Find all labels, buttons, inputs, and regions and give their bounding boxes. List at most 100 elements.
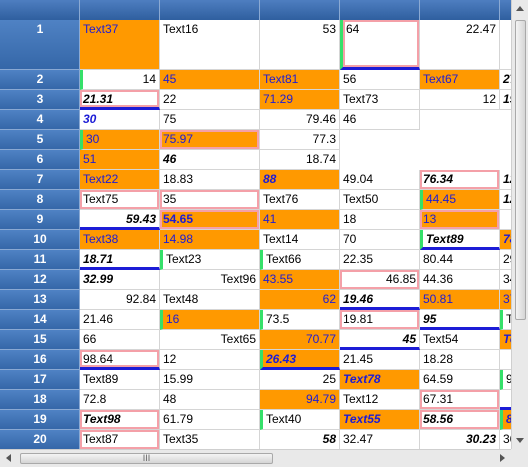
column-header[interactable]	[160, 0, 260, 20]
grid-cell[interactable]: 18.71	[80, 250, 160, 270]
grid-cell[interactable]: Text98	[80, 410, 160, 430]
grid-cell[interactable]: 58	[260, 430, 340, 450]
grid-cell[interactable]: Text35	[160, 430, 260, 450]
scroll-up-arrow-icon[interactable]	[516, 6, 524, 11]
grid-cell[interactable]: 72.8	[80, 390, 160, 410]
grid-cell[interactable]: 48	[160, 390, 260, 410]
grid-cell[interactable]: 67.31	[420, 390, 500, 410]
grid-cell[interactable]: 12	[160, 350, 260, 370]
grid-cell[interactable]: 75	[160, 110, 260, 130]
grid-cell[interactable]: 35	[160, 190, 260, 210]
grid-cell[interactable]: 22.47	[420, 20, 500, 70]
grid-cell[interactable]: 32.47	[340, 430, 420, 450]
grid-cell[interactable]: 26.43	[260, 350, 340, 370]
grid-cell[interactable]: Text78	[340, 370, 420, 390]
horizontal-scroll-thumb[interactable]: III	[20, 453, 273, 464]
grid-cell[interactable]: 46.85	[340, 270, 420, 290]
grid-cell[interactable]: Text89	[80, 370, 160, 390]
grid-cell[interactable]: 98.64	[80, 350, 160, 370]
row-header[interactable]: 13	[0, 290, 80, 310]
grid-cell[interactable]: 45	[160, 70, 260, 90]
grid-cell[interactable]: 95	[420, 310, 500, 330]
grid-cell[interactable]: Text67	[420, 70, 500, 90]
column-header[interactable]	[340, 0, 420, 20]
grid-cell[interactable]: 70	[340, 230, 420, 250]
grid-cell[interactable]: 77.3	[260, 130, 340, 150]
grid-cell[interactable]: 14.98	[160, 230, 260, 250]
row-header[interactable]: 5	[0, 130, 80, 150]
grid-cell[interactable]: 51	[80, 150, 160, 170]
row-header[interactable]: 10	[0, 230, 80, 250]
grid-cell[interactable]: Text23	[160, 250, 260, 270]
column-header[interactable]	[420, 0, 500, 20]
grid-cell[interactable]: 21.31	[80, 90, 160, 110]
grid-cell[interactable]: 21.46	[80, 310, 160, 330]
grid-cell[interactable]: Text22	[80, 170, 160, 190]
grid-cell[interactable]: Text65	[160, 330, 260, 350]
grid-cell[interactable]: Text66	[260, 250, 340, 270]
row-header[interactable]: 12	[0, 270, 80, 290]
grid-cell[interactable]: 43.55	[260, 270, 340, 290]
grid-cell[interactable]: 56	[340, 70, 420, 90]
row-header[interactable]: 19	[0, 410, 80, 430]
grid-cell[interactable]: Text48	[160, 290, 260, 310]
grid-cell[interactable]: Text76	[260, 190, 340, 210]
scroll-left-arrow-icon[interactable]	[6, 454, 11, 462]
row-header[interactable]: 16	[0, 350, 80, 370]
row-header[interactable]: 8	[0, 190, 80, 210]
grid-cell[interactable]: 88	[260, 170, 340, 190]
grid-cell[interactable]: 30	[80, 130, 160, 150]
grid-cell[interactable]: 46	[340, 110, 420, 130]
grid-cell[interactable]: 62	[260, 290, 340, 310]
grid-cell[interactable]: 18	[340, 210, 420, 230]
grid-cell[interactable]: 76.34	[420, 170, 500, 190]
grid-cell[interactable]: 45	[340, 330, 420, 350]
grid-cell[interactable]: 12	[420, 90, 500, 110]
grid-cell[interactable]: 79.46	[260, 110, 340, 130]
row-header[interactable]: 7	[0, 170, 80, 190]
column-header[interactable]	[260, 0, 340, 20]
row-header[interactable]: 6	[0, 150, 80, 170]
grid-cell[interactable]: 14	[80, 70, 160, 90]
grid-cell[interactable]: 32.99	[80, 270, 160, 290]
grid-cell[interactable]: 22.35	[340, 250, 420, 270]
grid-cell[interactable]: 75.97	[160, 130, 260, 150]
grid-cell[interactable]: 80.44	[420, 250, 500, 270]
grid-cell[interactable]: 59.43	[80, 210, 160, 230]
grid-cell[interactable]: 71.29	[260, 90, 340, 110]
scroll-down-arrow-icon[interactable]	[516, 438, 524, 443]
grid-cell[interactable]: Text37	[80, 20, 160, 70]
grid-cell[interactable]: 44.45	[420, 190, 500, 210]
grid-cell[interactable]: 41	[260, 210, 340, 230]
grid-cell[interactable]: 46	[160, 150, 260, 170]
grid-cell[interactable]: 53	[260, 20, 340, 70]
grid-cell[interactable]: Text38	[80, 230, 160, 250]
grid-cell[interactable]: 61.79	[160, 410, 260, 430]
grid-cell[interactable]: 21.45	[340, 350, 420, 370]
column-header[interactable]	[80, 0, 160, 20]
vertical-scrollbar[interactable]	[511, 0, 528, 449]
grid-cell[interactable]: 25	[260, 370, 340, 390]
grid-cell[interactable]: 19.81	[340, 310, 420, 330]
grid-cell[interactable]: Text75	[80, 190, 160, 210]
row-header[interactable]: 17	[0, 370, 80, 390]
row-header[interactable]: 20	[0, 430, 80, 450]
grid-cell[interactable]: 15.99	[160, 370, 260, 390]
grid-cell[interactable]: 18.74	[260, 150, 340, 170]
grid-cell[interactable]: 73.5	[260, 310, 340, 330]
grid-cell[interactable]: 13	[420, 210, 500, 230]
grid-corner-header[interactable]	[0, 0, 80, 20]
vertical-scroll-thumb[interactable]	[515, 20, 526, 320]
grid-cell[interactable]: 30	[80, 110, 160, 130]
scroll-right-arrow-icon[interactable]	[500, 454, 505, 462]
grid-cell[interactable]: 30.23	[420, 430, 500, 450]
grid-cell[interactable]: Text50	[340, 190, 420, 210]
row-header[interactable]: 3	[0, 90, 80, 110]
grid-cell[interactable]: 22	[160, 90, 260, 110]
grid-cell[interactable]: Text89	[420, 230, 500, 250]
grid-cell[interactable]: Text14	[260, 230, 340, 250]
grid-cell[interactable]: Text81	[260, 70, 340, 90]
row-header[interactable]: 15	[0, 330, 80, 350]
grid-cell[interactable]: Text16	[160, 20, 260, 70]
grid-cell[interactable]: 70.77	[260, 330, 340, 350]
